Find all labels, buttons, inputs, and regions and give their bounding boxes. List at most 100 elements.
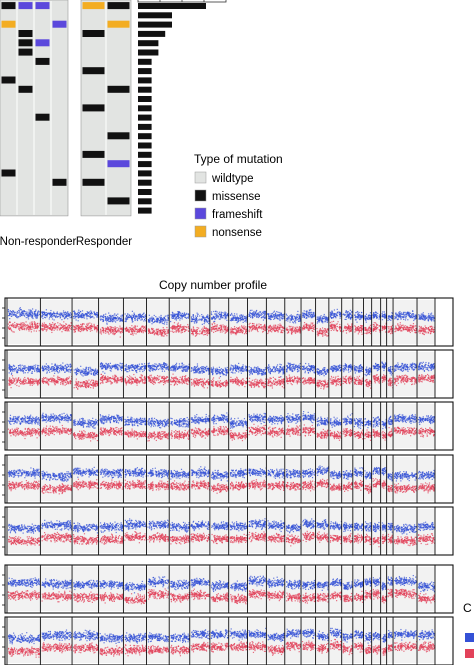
loss-point <box>95 328 96 329</box>
gain-point <box>182 313 183 314</box>
loss-point <box>79 330 80 331</box>
mutation-cell-nonsense <box>108 21 130 28</box>
gain-point <box>276 311 277 312</box>
gain-point <box>204 323 205 324</box>
gain-point <box>110 321 111 322</box>
frequency-bar <box>138 68 152 74</box>
gain-point <box>237 321 238 322</box>
loss-point <box>57 329 58 330</box>
loss-point <box>279 327 280 328</box>
loss-point <box>204 334 205 335</box>
loss-point <box>31 331 32 332</box>
gain-point <box>66 315 67 316</box>
gain-point <box>430 313 431 314</box>
loss-point <box>19 330 20 331</box>
gain-point <box>41 317 42 318</box>
loss-point <box>32 321 33 322</box>
loss-point <box>430 329 431 330</box>
gain-point <box>312 314 313 315</box>
loss-point <box>423 331 424 332</box>
gain-point <box>64 313 65 314</box>
gain-point <box>80 311 81 312</box>
loss-point <box>370 333 371 334</box>
gain-point <box>137 316 138 317</box>
loss-point <box>50 328 51 329</box>
loss-point <box>373 324 374 325</box>
loss-point <box>206 330 207 331</box>
loss-point <box>327 335 328 336</box>
loss-point <box>16 379 17 380</box>
loss-point <box>403 327 404 328</box>
gain-point <box>401 312 402 313</box>
gain-point <box>74 312 75 313</box>
gain-point <box>431 313 432 314</box>
loss-point <box>255 327 256 328</box>
loss-point <box>57 376 58 377</box>
loss-point <box>234 328 235 329</box>
gain-point <box>278 312 279 313</box>
gain-point <box>105 314 106 315</box>
gain-point <box>261 313 262 314</box>
loss-point <box>230 329 231 330</box>
loss-point <box>88 328 89 329</box>
gain-point <box>116 315 117 316</box>
loss-point <box>107 326 108 327</box>
loss-point <box>11 382 12 383</box>
gain-point <box>354 315 355 316</box>
loss-point <box>333 324 334 325</box>
gain-point <box>35 368 36 369</box>
loss-point <box>419 333 420 334</box>
loss-point <box>318 333 319 334</box>
loss-point <box>215 331 216 332</box>
gain-point <box>306 311 307 312</box>
gain-point <box>212 318 213 319</box>
loss-point <box>293 330 294 331</box>
gain-point <box>179 319 180 320</box>
gain-point <box>332 313 333 314</box>
loss-point <box>337 321 338 322</box>
gain-point <box>373 313 374 314</box>
gain-point <box>172 315 173 316</box>
gain-point <box>18 365 19 366</box>
loss-point <box>74 331 75 332</box>
mutation-legend: Type of mutation wildtypemissenseframesh… <box>194 152 283 239</box>
loss-point <box>374 322 375 323</box>
gain-point <box>318 320 319 321</box>
frequency-bar <box>138 77 152 83</box>
loss-point <box>225 327 226 328</box>
gain-point <box>375 314 376 315</box>
gain-point <box>195 315 196 316</box>
gain-point <box>279 320 280 321</box>
loss-point <box>364 327 365 328</box>
gain-point <box>175 314 176 315</box>
loss-point <box>257 330 258 331</box>
gain-point <box>19 308 20 309</box>
gain-point <box>427 317 428 318</box>
loss-point <box>60 384 61 385</box>
legend-swatch-wildtype <box>195 172 206 183</box>
loss-point <box>170 327 171 328</box>
gain-point <box>125 320 126 321</box>
loss-point <box>205 328 206 329</box>
gain-point <box>274 316 275 317</box>
gain-point <box>405 312 406 313</box>
gain-point <box>83 315 84 316</box>
gain-point <box>384 318 385 319</box>
loss-point <box>257 331 258 332</box>
loss-point <box>116 327 117 328</box>
gain-point <box>109 319 110 320</box>
gain-point <box>172 313 173 314</box>
mutation-cell-missense <box>108 86 130 93</box>
loss-point <box>20 379 21 380</box>
gain-point <box>357 314 358 315</box>
gain-point <box>14 366 15 367</box>
loss-point <box>278 329 279 330</box>
loss-point <box>167 330 168 331</box>
loss-point <box>263 329 264 330</box>
gain-point <box>64 318 65 319</box>
loss-point <box>25 321 26 322</box>
gain-point <box>188 318 189 319</box>
gain-point <box>126 316 127 317</box>
gain-point <box>325 319 326 320</box>
gain-point <box>74 315 75 316</box>
